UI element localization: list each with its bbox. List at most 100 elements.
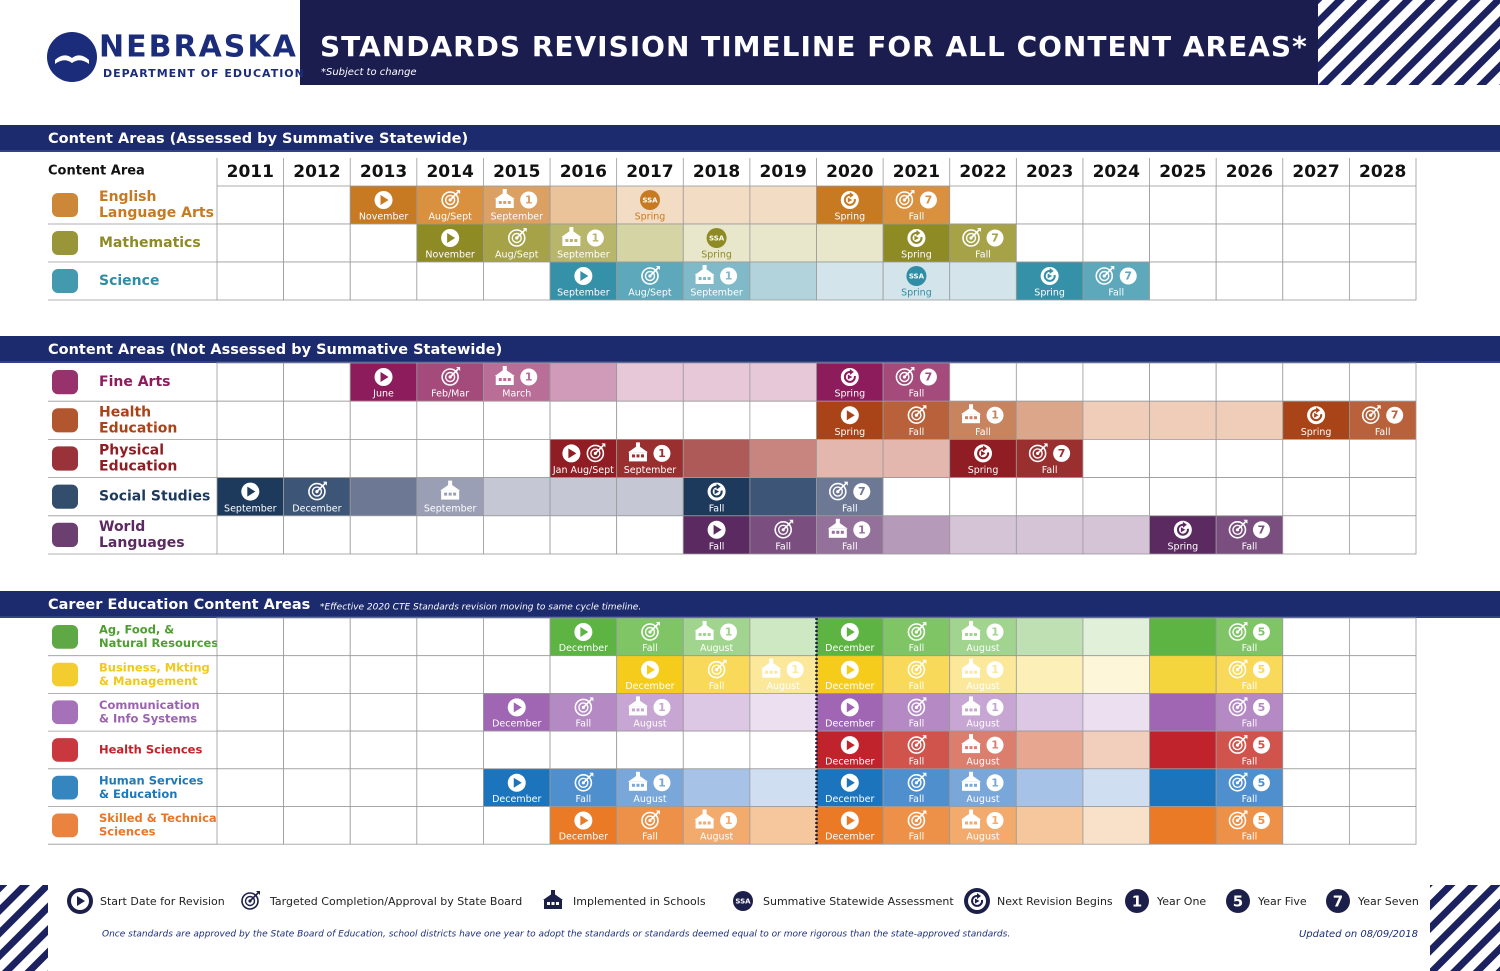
icon-target-ring <box>311 486 323 497</box>
cell <box>749 693 817 732</box>
cell <box>616 477 684 517</box>
icon-school-window <box>703 633 707 636</box>
icon-next-play <box>847 197 853 203</box>
cell <box>682 768 751 807</box>
timeline-cell <box>1348 655 1417 694</box>
year-badge-number: 1 <box>991 701 999 714</box>
cell-label: August <box>633 794 667 805</box>
cell <box>1348 693 1417 732</box>
timeline-cell: June <box>349 362 418 402</box>
icon-start-arrow <box>846 815 855 826</box>
timeline-cell: Fall <box>682 655 751 694</box>
icon-target-dart <box>649 267 659 277</box>
section-title: Content Areas (Not Assessed by Summative… <box>48 342 502 358</box>
legend-label: Summative Statewide Assessment <box>763 895 954 908</box>
icon-school-roof <box>961 661 982 669</box>
row-label: Social Studies <box>99 489 210 505</box>
timeline-cell <box>1082 185 1150 225</box>
cell-label: Fall <box>1242 832 1258 843</box>
cell <box>549 223 618 263</box>
year-badge-number: 1 <box>592 232 600 245</box>
year-badge-number: 1 <box>658 776 666 789</box>
year-badge <box>720 267 738 285</box>
timeline-cell <box>1082 617 1150 657</box>
icon-target-dart <box>649 811 659 822</box>
timeline-cell <box>1149 617 1217 657</box>
icon-school-window <box>965 670 969 674</box>
cell <box>949 400 1017 440</box>
cell <box>549 362 618 402</box>
cell <box>1015 477 1084 517</box>
year-badge-number: 1 <box>991 663 999 676</box>
timeline-cell <box>1282 617 1350 657</box>
icon-school-roof <box>761 661 782 669</box>
cell-label: March <box>502 389 531 400</box>
timeline-cell <box>1015 730 1084 770</box>
row-label: & Education <box>99 787 177 801</box>
icon-ssa <box>733 891 753 911</box>
cell <box>1082 806 1150 845</box>
icon-school-window <box>974 821 978 825</box>
cell-label: December <box>825 681 874 692</box>
icon-school-window <box>636 783 640 787</box>
timeline-cell <box>416 515 484 555</box>
section: Career Education Content Areas *Effective… <box>0 591 1500 845</box>
cell-label: Fall <box>709 681 725 692</box>
icon-target-ring <box>241 892 259 910</box>
cell-label: September <box>424 503 477 514</box>
year-badge <box>520 368 538 386</box>
row-icon <box>52 738 78 762</box>
icon-target-feather <box>843 481 848 486</box>
year-badge-number: 5 <box>1258 739 1266 752</box>
timeline-cell: Fall <box>682 477 751 517</box>
cell-label: Aug/Sept <box>428 212 472 223</box>
timeline-cell <box>349 477 418 517</box>
cell <box>749 617 817 657</box>
timeline-cell <box>749 261 817 301</box>
timeline-cell: Fall <box>882 655 951 694</box>
year-badge-number: 1 <box>525 371 533 384</box>
icon-school-window <box>551 902 555 905</box>
icon-target-ring <box>832 486 844 497</box>
cell-label: Fall <box>909 389 925 400</box>
row-label: Health Sciences <box>99 742 202 756</box>
icon-target-feather <box>1243 735 1248 740</box>
icon-school-window <box>453 492 457 496</box>
icon-school-roof <box>561 230 582 237</box>
icon-school-window <box>498 378 502 381</box>
icon-target-ring <box>1232 777 1243 788</box>
cell <box>1015 768 1084 807</box>
icon-target-ring <box>644 270 656 282</box>
cell-label: Aug/Sept <box>628 288 672 299</box>
timeline-cell: September <box>416 477 484 517</box>
icon-target-feather <box>922 405 927 410</box>
timeline-cell <box>1348 515 1417 555</box>
cell <box>216 185 285 225</box>
header-band <box>300 0 1318 85</box>
year-label: 2013 <box>360 162 407 182</box>
cell <box>349 223 418 263</box>
cell <box>1082 768 1150 807</box>
timeline-cell <box>1282 768 1350 807</box>
cell <box>1215 362 1284 402</box>
icon-target-dart <box>915 811 925 822</box>
icon-target-feather <box>922 735 927 740</box>
cell-label: Fall <box>709 542 725 553</box>
timeline-cell <box>416 693 484 732</box>
year-badge-number: 1 <box>725 626 733 639</box>
timeline-cell <box>283 768 351 807</box>
year-badge-number: 7 <box>858 485 866 498</box>
icon-target-ring <box>444 194 456 206</box>
row-label: Science <box>99 273 159 289</box>
cell-label: Fall <box>1242 794 1258 805</box>
timeline-cell: Fall <box>882 730 951 770</box>
cell-label: Spring <box>901 288 932 299</box>
icon-target-ring <box>907 406 926 425</box>
timeline-cell <box>416 806 484 845</box>
icon-target-dart <box>582 698 592 708</box>
cell-label: December <box>825 832 874 843</box>
cell-label: Spring <box>968 465 999 476</box>
icon-school-window <box>965 783 969 787</box>
